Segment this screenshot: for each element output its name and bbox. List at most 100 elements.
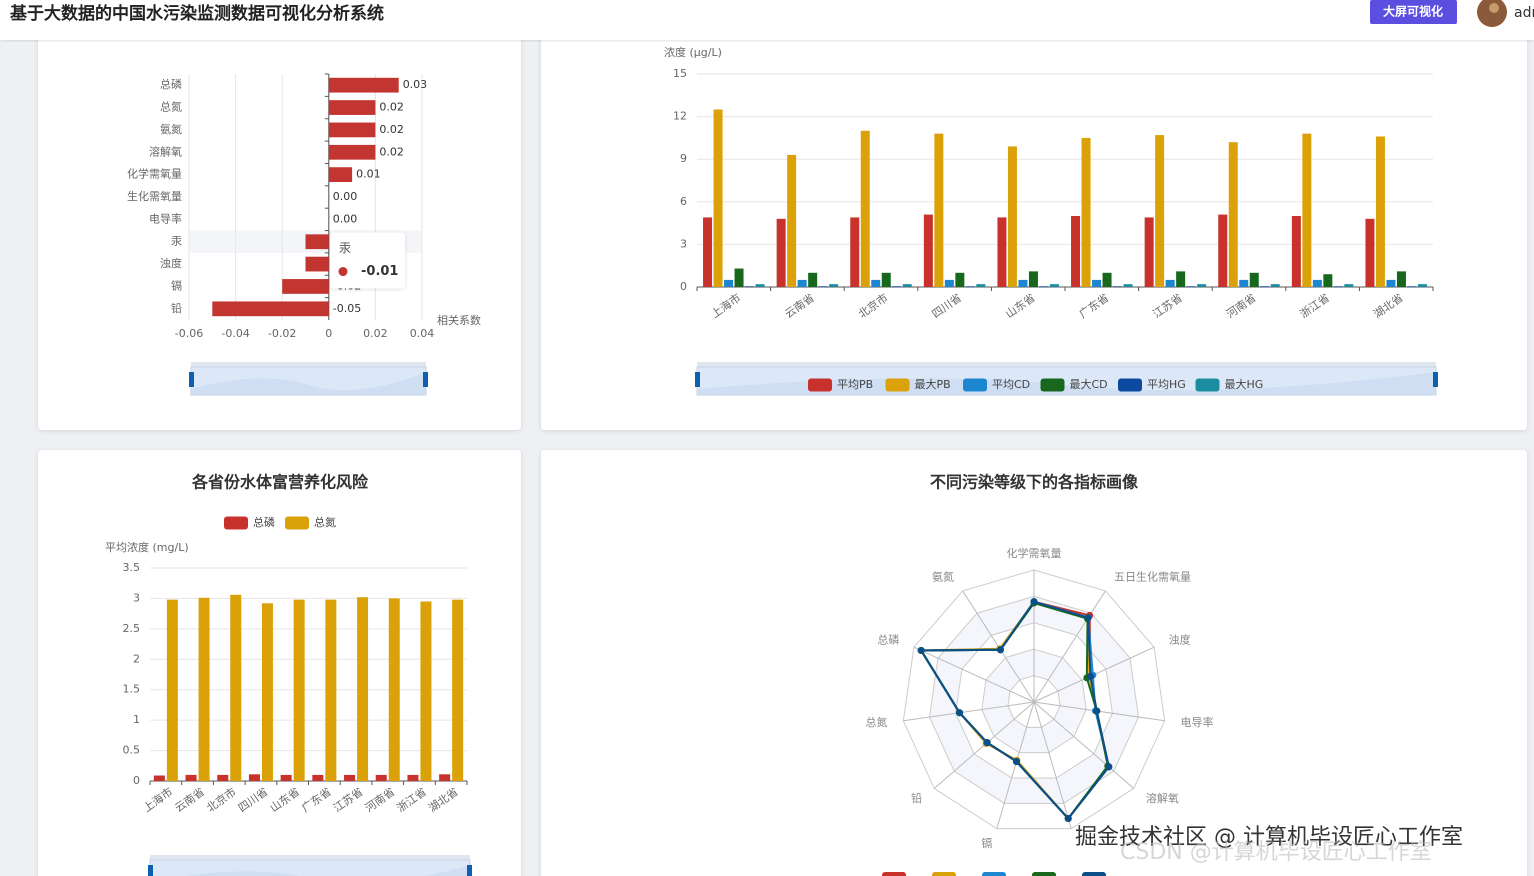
radar-axis: [1033, 701, 1135, 789]
big-screen-button[interactable]: [1370, 0, 1457, 24]
legend-swatch[interactable]: [932, 872, 956, 876]
legend-label[interactable]: 平均CD: [992, 378, 1030, 391]
x-axis-label: 相关系数: [437, 313, 481, 327]
legend-swatch[interactable]: [224, 516, 248, 530]
tooltip-value: -0.01: [361, 264, 398, 279]
big-screen-button-label[interactable]: 大屏可视化: [1383, 4, 1443, 19]
bar: [328, 100, 376, 115]
legend-label[interactable]: 最大HG: [1225, 377, 1264, 391]
radar-axis: [913, 646, 1035, 703]
slider-handle[interactable]: [1433, 372, 1438, 387]
bar: [944, 279, 954, 287]
legend-label[interactable]: 平均PB: [837, 378, 873, 391]
radar-point: [956, 709, 964, 717]
legend-swatch[interactable]: [285, 516, 309, 530]
bar: [902, 284, 912, 287]
legend-label[interactable]: 最大CD: [1070, 377, 1108, 391]
bar: [892, 286, 902, 288]
bar: [1249, 272, 1259, 287]
bar: [1260, 286, 1270, 288]
bar: [797, 279, 807, 287]
bar: [230, 594, 242, 781]
bar: [217, 774, 229, 781]
card: [38, 450, 521, 876]
y-tick-label: 6: [680, 195, 687, 208]
bar: [755, 284, 765, 287]
bar: [1270, 284, 1280, 287]
data-zoom-slider[interactable]: [148, 855, 472, 876]
bar: [850, 217, 860, 287]
legend-label[interactable]: 总磷: [253, 515, 275, 529]
bar: [713, 109, 723, 287]
legend-label[interactable]: 总氮: [314, 515, 336, 529]
legend-swatch[interactable]: [963, 378, 987, 392]
bar: [934, 133, 944, 287]
bar: [248, 774, 260, 781]
legend-swatch[interactable]: [885, 378, 910, 392]
y-tick-label: 0: [133, 774, 140, 787]
legend-label[interactable]: 最大PB: [915, 377, 951, 391]
bar: [344, 774, 356, 781]
data-zoom-slider[interactable]: [695, 362, 1438, 396]
legend-swatch[interactable]: [1040, 378, 1065, 392]
bar: [1081, 137, 1091, 287]
bar: [745, 286, 755, 288]
value-label: 0.02: [379, 101, 404, 114]
legend-swatch[interactable]: [1032, 872, 1056, 876]
bar: [1239, 279, 1249, 287]
bar: [1165, 279, 1175, 287]
legend-label[interactable]: 平均HG: [1147, 378, 1186, 391]
bar: [955, 272, 965, 287]
legend-swatch[interactable]: [808, 378, 832, 392]
legend-swatch[interactable]: [1118, 378, 1142, 392]
radar-indicator: 总磷: [877, 633, 899, 647]
slider-handle[interactable]: [148, 865, 153, 876]
slider-top: [150, 855, 470, 860]
y-tick-label: 化学需氧量: [127, 167, 182, 181]
slider-handle[interactable]: [423, 372, 428, 387]
legend-swatch[interactable]: [982, 872, 1006, 876]
radar-point: [1030, 598, 1038, 606]
y-tick-label: 生化需氧量: [127, 189, 182, 203]
legend-swatch[interactable]: [1082, 872, 1106, 876]
card: [541, 20, 1527, 430]
y-tick-label: 电导率: [149, 211, 182, 225]
bar: [1323, 274, 1333, 287]
legend-swatch[interactable]: [882, 872, 906, 876]
bar: [1123, 284, 1133, 287]
bar: [1333, 286, 1343, 288]
bar: [212, 301, 329, 317]
bar: [185, 774, 197, 781]
bar: [452, 599, 464, 781]
radar-axis: [1033, 590, 1106, 703]
bar: [1417, 284, 1427, 287]
bar: [1344, 284, 1354, 287]
slider-handle[interactable]: [467, 865, 472, 876]
y-tick-label: 1.5: [123, 683, 141, 696]
bar: [965, 286, 975, 288]
y-tick-label: 2.5: [123, 622, 141, 635]
bar: [787, 154, 797, 287]
avatar[interactable]: [1477, 0, 1507, 27]
bar: [1092, 279, 1102, 287]
legend-swatch[interactable]: [1195, 378, 1220, 392]
y-tick-label: 15: [673, 67, 687, 80]
radar-series: [919, 600, 1110, 821]
data-zoom-slider[interactable]: [189, 362, 428, 396]
bar: [703, 217, 713, 287]
radar-point: [1093, 707, 1101, 715]
radar-point: [1084, 614, 1092, 622]
slider-handle[interactable]: [695, 372, 700, 387]
user-name[interactable]: admin: [1514, 5, 1534, 21]
watermark: CSDN @计算机毕设匠心工作室: [1120, 840, 1432, 865]
chart-title: 各省份水体富营养化风险: [191, 473, 369, 492]
bar: [305, 256, 329, 272]
y-axis-label: 平均浓度 (mg/L): [105, 540, 189, 554]
slider-shadow: [185, 865, 470, 876]
card: [38, 20, 521, 430]
slider-handle[interactable]: [189, 372, 194, 387]
bar: [407, 774, 419, 781]
radar-axis: [903, 701, 1035, 722]
